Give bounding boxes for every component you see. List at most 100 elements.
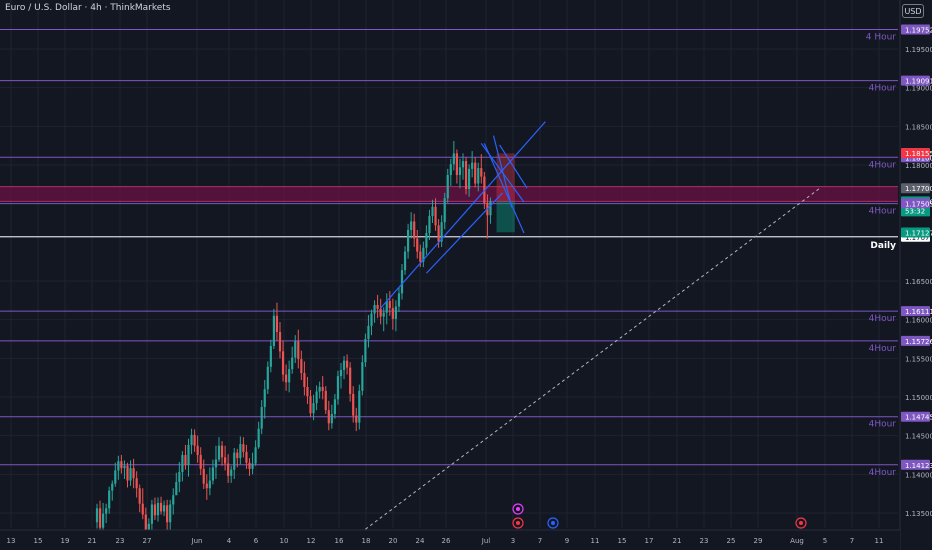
candle-body <box>452 153 455 165</box>
economic-event-icon-dot <box>799 521 803 525</box>
candle-body <box>224 457 227 464</box>
trendline <box>499 144 528 189</box>
candle-body <box>120 461 123 469</box>
candle-body <box>468 168 471 189</box>
candle-body <box>309 396 312 414</box>
level-label: 4Hour <box>869 344 897 354</box>
candle-body <box>370 313 373 326</box>
x-tick-label: 5 <box>823 537 827 545</box>
candle-body <box>245 451 248 463</box>
x-tick-label: 15 <box>618 537 627 545</box>
level-label: 4 Hour <box>866 33 897 43</box>
candle-body <box>349 367 352 394</box>
price-axis-bg <box>900 0 932 550</box>
candle-body <box>407 229 410 252</box>
candle-body <box>144 514 147 532</box>
dotted-projection-line <box>365 187 821 530</box>
x-tick-label: 18 <box>362 537 371 545</box>
candle-body <box>184 454 187 466</box>
candle-body <box>111 483 114 491</box>
candle-body <box>410 221 413 230</box>
candle-body <box>141 503 144 515</box>
candle-body <box>403 251 407 271</box>
candle-body <box>272 315 275 346</box>
candle-body <box>123 465 126 469</box>
candle-body <box>220 445 224 458</box>
candle-body <box>339 369 343 377</box>
price-tag-bg <box>901 227 930 238</box>
candle-body <box>364 338 367 363</box>
candle-body <box>336 376 340 400</box>
candle-body <box>397 293 401 307</box>
candle-body <box>211 467 214 481</box>
y-tick-label: 1.14000 <box>905 471 932 479</box>
level-label: 4Hour <box>869 420 897 430</box>
candle-body <box>422 247 425 262</box>
candle-body <box>156 502 160 516</box>
candle-body <box>166 505 169 523</box>
economic-event-icon-dot <box>516 521 520 525</box>
x-tick-label: 12 <box>307 537 316 545</box>
candle-body <box>181 454 184 473</box>
candle-body <box>291 357 294 370</box>
supply-demand-zone <box>0 186 898 202</box>
event-markers <box>512 503 807 529</box>
candle-body <box>413 221 416 239</box>
x-tick-label: 7 <box>850 537 854 545</box>
candle-body <box>98 508 102 528</box>
candle-body <box>227 463 230 476</box>
candle-body <box>248 462 251 469</box>
candle-body <box>477 168 480 184</box>
x-tick-label: 9 <box>565 537 569 545</box>
candle-body <box>394 306 397 319</box>
y-tick-label: 1.13500 <box>905 510 932 518</box>
level-price-tag-bg <box>901 306 930 317</box>
candle-body <box>312 403 315 414</box>
candle-body <box>379 308 382 317</box>
level-price-tag: 1.14745 <box>905 414 932 422</box>
candle-body <box>202 468 205 484</box>
candle-body <box>458 167 462 176</box>
candle-body <box>449 164 452 176</box>
y-tick-label: 1.19500 <box>905 46 932 54</box>
candle-body <box>102 513 105 528</box>
currency-button[interactable]: USD <box>902 4 924 18</box>
candle-body <box>471 162 474 169</box>
price-tag-bg <box>901 148 930 159</box>
x-tick-label: 10 <box>280 537 289 545</box>
candle-body <box>306 386 309 397</box>
horizontal-levels: 4 Hour 4Hour 4Hour 4Hour Daily 4Hour 4Hour 4Hou… <box>0 29 898 478</box>
candle-body <box>440 222 443 242</box>
candle-body <box>105 508 108 514</box>
grid-layer <box>0 0 898 528</box>
candle-body <box>208 480 211 489</box>
price-tag-bg <box>901 183 930 194</box>
level-label: 4Hour <box>869 207 897 217</box>
take-profit-box <box>496 201 515 233</box>
candle-body <box>254 447 257 464</box>
candle-body <box>187 444 190 466</box>
x-tick-label: 24 <box>416 537 425 545</box>
candle-body <box>126 465 129 481</box>
candle-body <box>135 478 138 489</box>
x-tick-label: 23 <box>116 537 125 545</box>
price-tag: 1.17127 <box>905 230 932 238</box>
candle-body <box>297 341 300 360</box>
level-price-tag: 1.19091 <box>905 78 932 86</box>
candle-body <box>266 366 269 390</box>
trendlines <box>365 121 821 530</box>
candle-body <box>236 452 239 459</box>
candle-body <box>455 153 458 176</box>
zone-rect <box>0 186 898 202</box>
candle-body <box>321 386 324 391</box>
x-tick-label: 21 <box>673 537 682 545</box>
candle-body <box>172 495 175 505</box>
candle-body <box>434 206 437 226</box>
candle-body <box>327 410 330 424</box>
time-axis-bg <box>0 530 900 550</box>
candle-body <box>358 390 361 423</box>
candle-body <box>480 168 483 177</box>
candle-body <box>391 308 394 319</box>
